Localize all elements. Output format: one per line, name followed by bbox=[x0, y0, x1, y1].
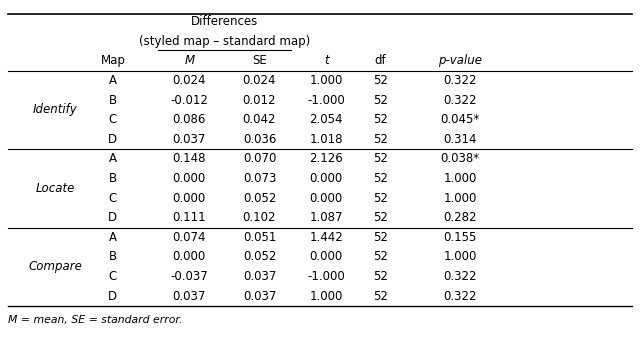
Text: 0.322: 0.322 bbox=[444, 74, 477, 87]
Text: 0.051: 0.051 bbox=[243, 231, 276, 244]
Text: Compare: Compare bbox=[29, 260, 83, 273]
Text: 0.073: 0.073 bbox=[243, 172, 276, 185]
Text: D: D bbox=[108, 211, 118, 224]
Text: 0.086: 0.086 bbox=[173, 113, 206, 126]
Text: 52: 52 bbox=[373, 74, 388, 87]
Text: 52: 52 bbox=[373, 94, 388, 107]
Text: 52: 52 bbox=[373, 152, 388, 166]
Text: C: C bbox=[109, 192, 117, 205]
Text: 52: 52 bbox=[373, 133, 388, 146]
Text: 1.000: 1.000 bbox=[310, 74, 343, 87]
Text: 0.037: 0.037 bbox=[243, 290, 276, 303]
Text: 0.322: 0.322 bbox=[444, 270, 477, 283]
Text: 0.024: 0.024 bbox=[173, 74, 206, 87]
Text: 1.000: 1.000 bbox=[444, 251, 477, 263]
Text: 0.037: 0.037 bbox=[243, 270, 276, 283]
Text: Locate: Locate bbox=[36, 182, 76, 195]
Text: M = mean, SE = standard error.: M = mean, SE = standard error. bbox=[8, 315, 182, 325]
Text: A: A bbox=[109, 231, 117, 244]
Text: 0.052: 0.052 bbox=[243, 251, 276, 263]
Text: B: B bbox=[109, 251, 117, 263]
Text: 0.000: 0.000 bbox=[310, 172, 343, 185]
Text: 1.087: 1.087 bbox=[310, 211, 343, 224]
Text: 0.024: 0.024 bbox=[243, 74, 276, 87]
Text: 52: 52 bbox=[373, 231, 388, 244]
Text: 52: 52 bbox=[373, 251, 388, 263]
Text: B: B bbox=[109, 172, 117, 185]
Text: -0.037: -0.037 bbox=[170, 270, 208, 283]
Text: 0.070: 0.070 bbox=[243, 152, 276, 166]
Text: 0.314: 0.314 bbox=[444, 133, 477, 146]
Text: 52: 52 bbox=[373, 211, 388, 224]
Text: SE: SE bbox=[252, 54, 267, 68]
Text: 0.102: 0.102 bbox=[243, 211, 276, 224]
Text: 52: 52 bbox=[373, 113, 388, 126]
Text: 1.000: 1.000 bbox=[444, 172, 477, 185]
Text: 0.282: 0.282 bbox=[444, 211, 477, 224]
Text: 0.000: 0.000 bbox=[173, 172, 206, 185]
Text: p-value: p-value bbox=[438, 54, 482, 68]
Text: 0.111: 0.111 bbox=[173, 211, 206, 224]
Text: 0.000: 0.000 bbox=[310, 192, 343, 205]
Text: 1.442: 1.442 bbox=[310, 231, 343, 244]
Text: 52: 52 bbox=[373, 172, 388, 185]
Text: B: B bbox=[109, 94, 117, 107]
Text: D: D bbox=[108, 290, 118, 303]
Text: -1.000: -1.000 bbox=[307, 94, 345, 107]
Text: 0.052: 0.052 bbox=[243, 192, 276, 205]
Text: A: A bbox=[109, 152, 117, 166]
Text: t: t bbox=[324, 54, 329, 68]
Text: 2.054: 2.054 bbox=[310, 113, 343, 126]
Text: Differences: Differences bbox=[191, 15, 258, 28]
Text: 0.042: 0.042 bbox=[243, 113, 276, 126]
Text: M: M bbox=[184, 54, 195, 68]
Text: 0.322: 0.322 bbox=[444, 94, 477, 107]
Text: C: C bbox=[109, 270, 117, 283]
Text: Map: Map bbox=[100, 54, 125, 68]
Text: 0.012: 0.012 bbox=[243, 94, 276, 107]
Text: 1.000: 1.000 bbox=[310, 290, 343, 303]
Text: 2.126: 2.126 bbox=[310, 152, 343, 166]
Text: 0.045*: 0.045* bbox=[440, 113, 480, 126]
Text: -0.012: -0.012 bbox=[170, 94, 208, 107]
Text: 0.074: 0.074 bbox=[173, 231, 206, 244]
Text: 1.000: 1.000 bbox=[444, 192, 477, 205]
Text: A: A bbox=[109, 74, 117, 87]
Text: df: df bbox=[375, 54, 387, 68]
Text: (styled map – standard map): (styled map – standard map) bbox=[139, 35, 310, 48]
Text: D: D bbox=[108, 133, 118, 146]
Text: Identify: Identify bbox=[33, 104, 78, 116]
Text: 0.000: 0.000 bbox=[173, 192, 206, 205]
Text: -1.000: -1.000 bbox=[307, 270, 345, 283]
Text: 52: 52 bbox=[373, 290, 388, 303]
Text: C: C bbox=[109, 113, 117, 126]
Text: 0.155: 0.155 bbox=[444, 231, 477, 244]
Text: 0.000: 0.000 bbox=[173, 251, 206, 263]
Text: 0.000: 0.000 bbox=[310, 251, 343, 263]
Text: 0.322: 0.322 bbox=[444, 290, 477, 303]
Text: 1.018: 1.018 bbox=[310, 133, 343, 146]
Text: 0.148: 0.148 bbox=[173, 152, 206, 166]
Text: 0.036: 0.036 bbox=[243, 133, 276, 146]
Text: 52: 52 bbox=[373, 270, 388, 283]
Text: 52: 52 bbox=[373, 192, 388, 205]
Text: 0.038*: 0.038* bbox=[440, 152, 480, 166]
Text: 0.037: 0.037 bbox=[173, 290, 206, 303]
Text: 0.037: 0.037 bbox=[173, 133, 206, 146]
